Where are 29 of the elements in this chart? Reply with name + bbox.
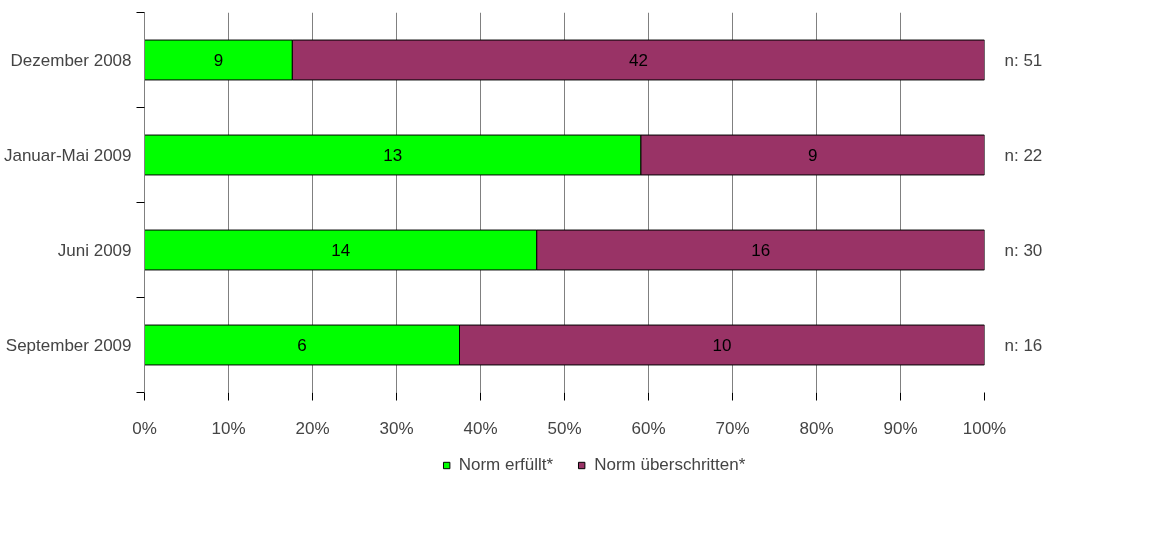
- x-tick-label: 0%: [132, 418, 157, 438]
- y-tick-label: Dezember 2008: [10, 50, 132, 70]
- x-tick-label: 10%: [211, 418, 246, 438]
- y-tick-label: Juni 2009: [57, 240, 132, 260]
- x-tick-label: 50%: [547, 418, 582, 438]
- annotation: 9: [807, 146, 818, 165]
- annotation: 14: [331, 241, 351, 260]
- annotation: 9: [213, 51, 224, 70]
- legend-label: Norm erfüllt*: [458, 455, 554, 475]
- annotation: 6: [297, 336, 307, 355]
- x-tick-label: 90%: [883, 418, 918, 438]
- annotation: 13: [383, 146, 403, 165]
- text: n: 22: [1004, 145, 1043, 165]
- text: n: 16: [1004, 335, 1043, 355]
- x-tick-label: 40%: [463, 418, 498, 438]
- x-tick-label: 100%: [962, 418, 1007, 438]
- text: n: 51: [1004, 50, 1043, 70]
- annotation: 16: [751, 241, 771, 260]
- y-tick-label: September 2009: [5, 335, 132, 355]
- x-tick-label: 70%: [715, 418, 750, 438]
- x-tick-label: 30%: [379, 418, 414, 438]
- annotation: 42: [628, 51, 648, 70]
- annotation: 10: [712, 336, 732, 355]
- text: n: 30: [1004, 240, 1043, 260]
- y-tick-label: Januar-Mai 2009: [3, 145, 132, 165]
- x-tick-label: 80%: [799, 418, 834, 438]
- legend-label: Norm überschritten*: [594, 455, 746, 475]
- x-tick-label: 20%: [295, 418, 330, 438]
- x-tick-label: 60%: [631, 418, 666, 438]
